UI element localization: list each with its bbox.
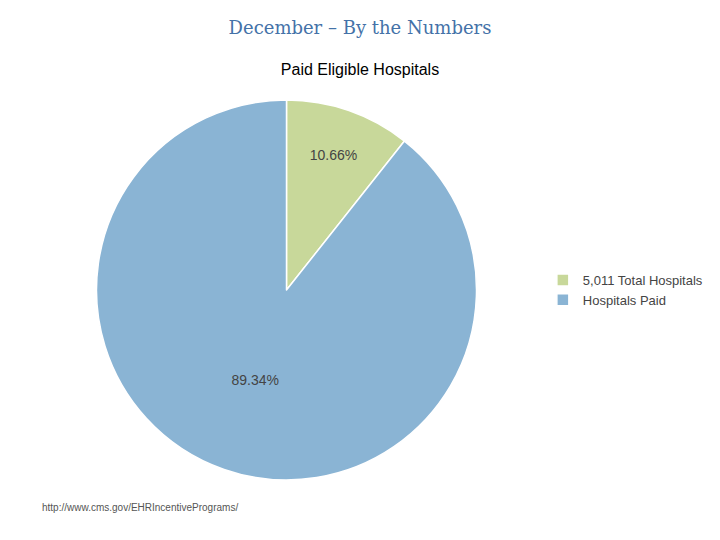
svg-text:5,011 Total Hospitals: 5,011 Total Hospitals <box>583 273 703 288</box>
svg-text:http://www.cms.gov/EHRIncentiv: http://www.cms.gov/EHRIncentivePrograms/ <box>42 502 238 513</box>
svg-text:89.34%: 89.34% <box>232 372 279 388</box>
svg-text:Hospitals Paid: Hospitals Paid <box>583 293 666 308</box>
svg-text:10.66%: 10.66% <box>310 147 357 163</box>
svg-text:December – By the Numbers: December – By the Numbers <box>229 17 492 38</box>
svg-text:Paid Eligible Hospitals: Paid Eligible Hospitals <box>281 61 439 78</box>
